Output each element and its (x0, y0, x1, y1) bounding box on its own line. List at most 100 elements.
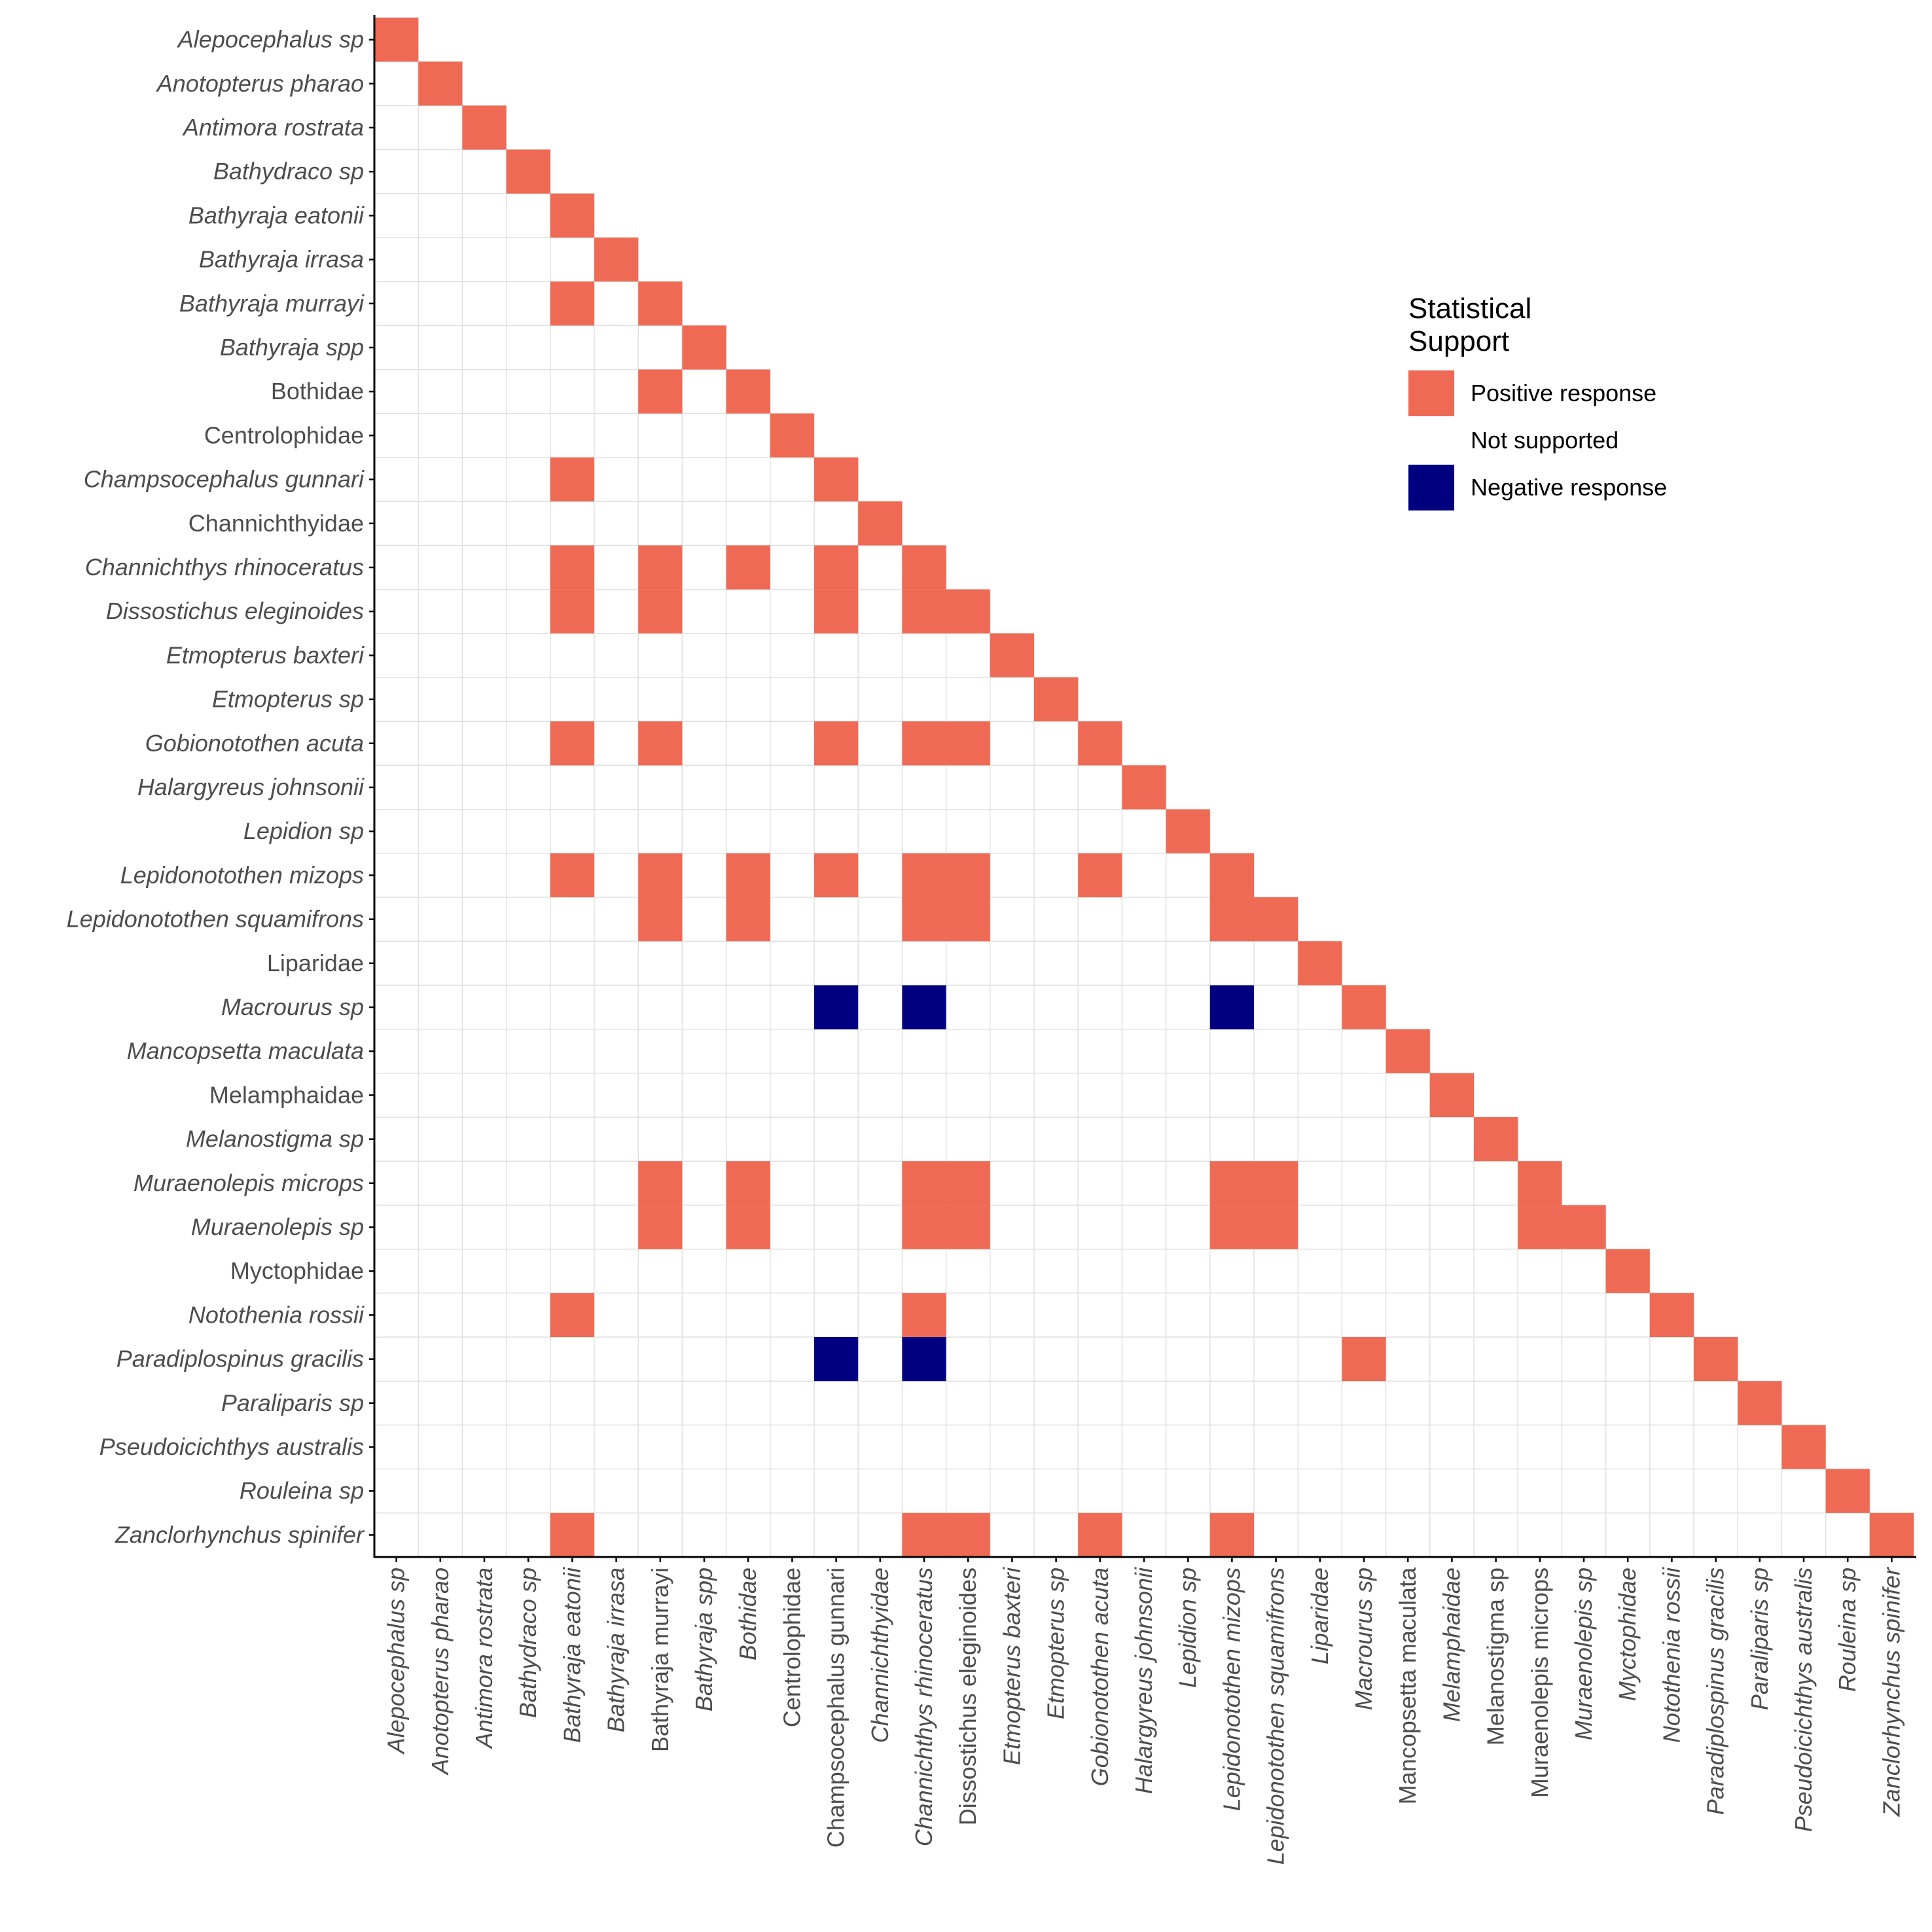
x-tick-label: Champsocephalus gunnari (823, 1567, 850, 1848)
heatmap-cell-negative (1209, 985, 1254, 1029)
legend-key-none (1408, 418, 1454, 463)
heatmap-cell-positive (902, 589, 946, 634)
heatmap-cell-positive (638, 853, 683, 897)
legend-key-positive (1408, 370, 1454, 416)
heatmap-cell-positive (1254, 1161, 1298, 1206)
heatmap-cell-positive (1078, 721, 1122, 766)
x-tick-label: Paraliparis sp (1746, 1567, 1773, 1710)
heatmap-cell-positive (1209, 1205, 1254, 1249)
y-tick-label: Antimora rostrata (182, 114, 364, 141)
y-tick-label: Pseudoicichthys australis (99, 1433, 364, 1460)
heatmap-cell-positive (418, 62, 463, 106)
heatmap-cell-positive (726, 369, 770, 414)
y-tick-label: Bathyraja spp (220, 334, 364, 361)
heatmap-cell-positive (946, 897, 990, 942)
y-tick-label: Rouleina sp (240, 1477, 364, 1504)
y-tick-label: Bathyraja irrasa (199, 246, 364, 273)
y-tick-label: Centrolophidae (204, 421, 364, 448)
heatmap-cell-positive (1518, 1205, 1562, 1249)
x-tick-label: Bothidae (734, 1567, 761, 1660)
x-tick-label: Macrourus sp (1350, 1567, 1377, 1710)
y-tick-label: Muraenolepis sp (191, 1213, 364, 1240)
y-tick-label: Liparidae (267, 950, 364, 976)
heatmap-cell-positive (374, 18, 419, 62)
x-tick-label: Centrolophidae (778, 1567, 805, 1727)
x-tick-label: Muraenolepis microps (1526, 1567, 1553, 1798)
heatmap-cell-positive (1386, 1029, 1430, 1073)
heatmap-cell-positive (946, 1205, 990, 1249)
x-tick-label: Etmopterus baxteri (998, 1567, 1025, 1765)
heatmap-cells (374, 18, 1914, 1557)
x-tick-label: Pseudoicichthys australis (1790, 1567, 1817, 1832)
heatmap-cell-positive (902, 1161, 946, 1206)
heatmap-cell-positive (946, 589, 990, 634)
heatmap-cell-positive (726, 897, 770, 942)
y-tick-label: Lepidonotothen mizops (120, 861, 364, 888)
heatmap-cell-positive (594, 238, 639, 282)
x-tick-label: Halargyreus johnsonii (1130, 1567, 1157, 1794)
heatmap-cell-positive (858, 501, 903, 546)
heatmap-cell-positive (1209, 897, 1254, 942)
x-tick-label: Bathyraja spp (690, 1567, 717, 1711)
x-tick-label: Myctophidae (1614, 1567, 1641, 1701)
y-tick-label: Bathydraco sp (213, 158, 364, 185)
heatmap-cell-negative (814, 985, 859, 1029)
x-tick-label: Bathyraja eatonii (558, 1567, 585, 1743)
x-tick-label: Paradiplospinus gracilis (1702, 1567, 1729, 1815)
heatmap-cell-positive (814, 721, 859, 766)
x-tick-label: Melanostigma sp (1482, 1567, 1509, 1745)
y-tick-label: Macrourus sp (221, 993, 364, 1020)
y-tick-label: Muraenolepis microps (134, 1170, 364, 1196)
heatmap-cell-positive (550, 721, 594, 766)
heatmap-cell-negative (902, 1337, 946, 1382)
heatmap-cell-positive (726, 1161, 770, 1206)
heatmap-cell-positive (902, 1293, 946, 1337)
x-tick-label: Lepidion sp (1174, 1567, 1201, 1688)
heatmap-cell-positive (1781, 1425, 1826, 1469)
heatmap-cell-positive (638, 721, 683, 766)
x-tick-label: Alepocephalus sp (383, 1567, 410, 1755)
y-axis-tick-labels: Alepocephalus sp Anotopterus pharao Antimo… (67, 26, 374, 1548)
heatmap-cell-positive (902, 853, 946, 897)
heatmap-cell-positive (550, 853, 594, 897)
heatmap-cell-positive (814, 545, 859, 590)
heatmap-cell-positive (506, 149, 550, 194)
axes (373, 15, 1916, 1558)
heatmap-cell-positive (550, 589, 594, 634)
heatmap-cell-positive (638, 281, 683, 326)
y-tick-label: Mancopsetta maculata (127, 1037, 364, 1064)
x-tick-label: Lepidonotothen mizops (1218, 1567, 1245, 1811)
heatmap-cell-positive (726, 853, 770, 897)
y-tick-label: Melamphaidae (209, 1081, 364, 1108)
heatmap-cell-positive (638, 1161, 683, 1206)
heatmap-cell-positive (550, 193, 594, 238)
x-tick-label: Channichthyidae (867, 1567, 893, 1743)
heatmap-cell-positive (726, 545, 770, 590)
y-tick-label: Channichthys rhinoceratus (85, 554, 364, 581)
heatmap-cell-positive (1562, 1205, 1606, 1249)
heatmap-cell-positive (902, 721, 946, 766)
x-tick-label: Muraenolepis sp (1570, 1567, 1597, 1740)
heatmap-cell-positive (1738, 1381, 1782, 1425)
heatmap-cell-positive (550, 457, 594, 502)
x-tick-label: Lepidonotothen squamifrons (1262, 1567, 1289, 1865)
heatmap-cell-positive (550, 545, 594, 590)
legend: Statistical Support Positive response Not… (1408, 293, 1667, 510)
heatmap-cell-positive (1825, 1469, 1870, 1513)
heatmap-cell-positive (1342, 985, 1386, 1029)
heatmap-cell-positive (1694, 1337, 1738, 1382)
heatmap-cell-positive (638, 545, 683, 590)
y-tick-label: Bothidae (271, 378, 364, 404)
x-tick-label: Rouleina sp (1834, 1567, 1861, 1692)
y-tick-label: Paradiplospinus gracilis (116, 1346, 364, 1372)
heatmap-cell-positive (1209, 1512, 1254, 1557)
heatmap-cell-positive (1474, 1117, 1518, 1162)
y-tick-label: Bathyraja murrayi (179, 290, 365, 317)
heatmap-cell-positive (902, 545, 946, 590)
heatmap-cell-positive (902, 897, 946, 942)
heatmap-cell-positive (638, 589, 683, 634)
y-tick-label: Alepocephalus sp (177, 26, 364, 53)
heatmap-cell-positive (946, 721, 990, 766)
y-tick-label: Dissostichus eleginoides (106, 598, 364, 624)
